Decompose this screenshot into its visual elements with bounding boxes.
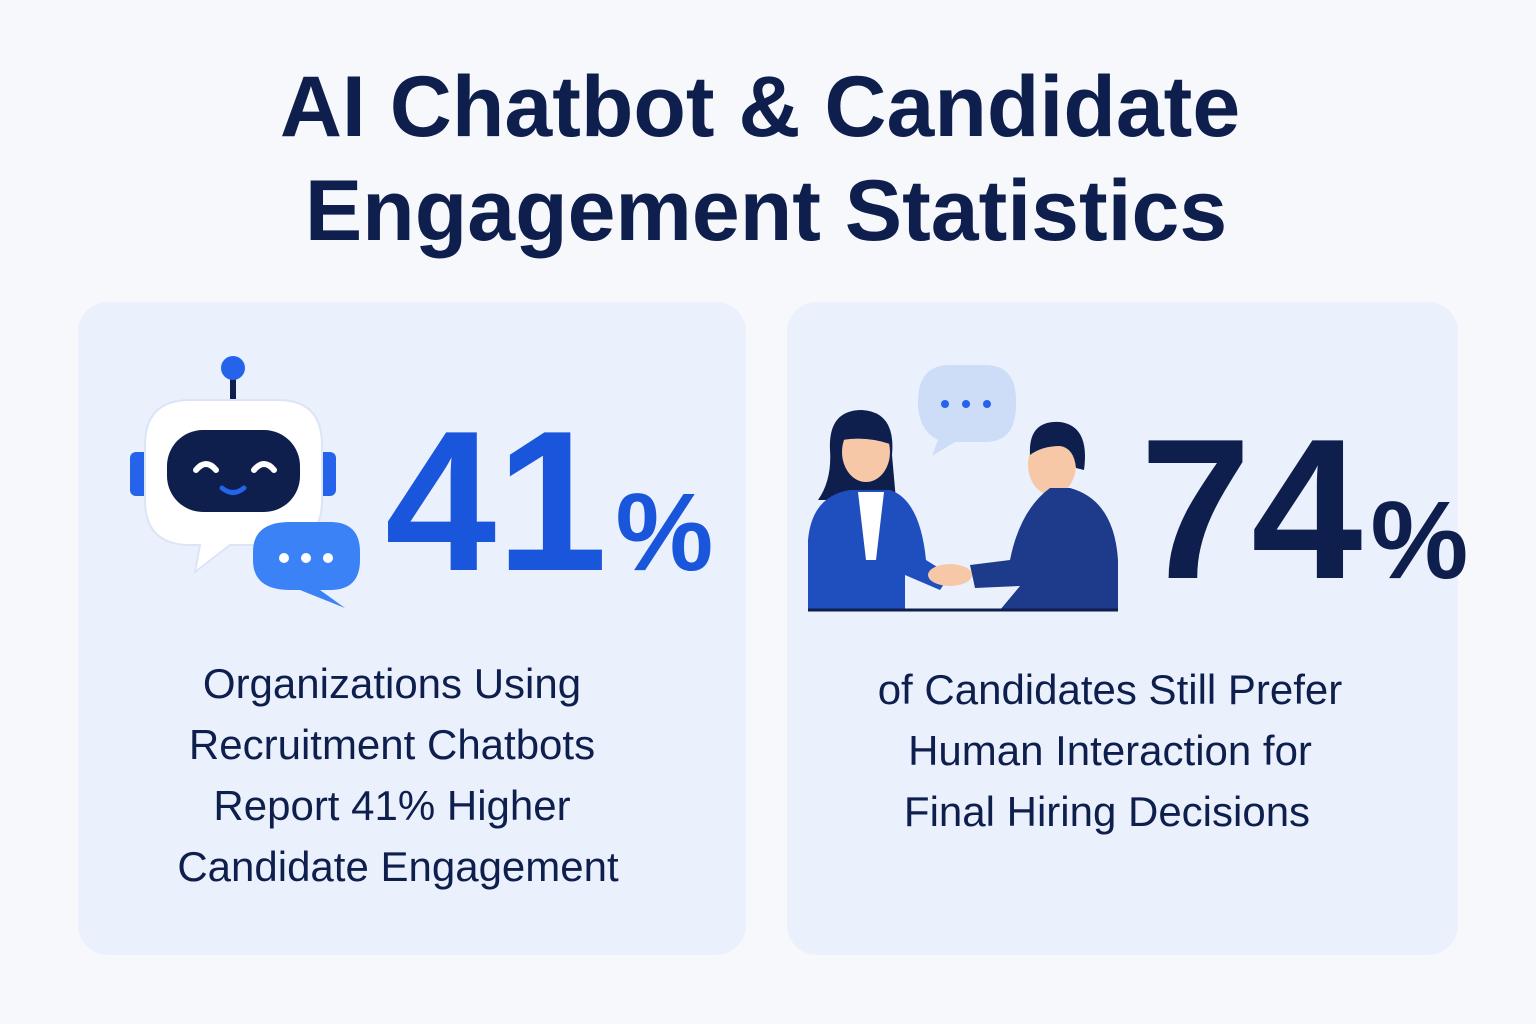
card xyxy=(787,302,1458,955)
stat: 74% xyxy=(1140,398,1468,621)
description-line: Organizations Using xyxy=(203,660,581,707)
robot-icon xyxy=(130,356,360,608)
handshake-illustration xyxy=(808,365,1118,612)
stat: 41% xyxy=(385,390,713,613)
title-line: AI Chatbot & Candidate xyxy=(280,59,1240,155)
description-line: Final Hiring Decisions xyxy=(904,788,1310,835)
description-line: Human Interaction for xyxy=(908,727,1312,774)
stat-value: 41 xyxy=(385,390,607,613)
stat-unit: % xyxy=(615,471,713,594)
description-line: Candidate Engagement xyxy=(177,843,619,890)
stat-value: 74 xyxy=(1140,398,1362,621)
description-line: Report 41% Higher xyxy=(213,782,570,829)
description-line: of Candidates Still Prefer xyxy=(878,666,1343,713)
title-line: Engagement Statistics xyxy=(305,163,1227,259)
description-line: Recruitment Chatbots xyxy=(189,721,595,768)
stat-unit: % xyxy=(1370,479,1468,602)
